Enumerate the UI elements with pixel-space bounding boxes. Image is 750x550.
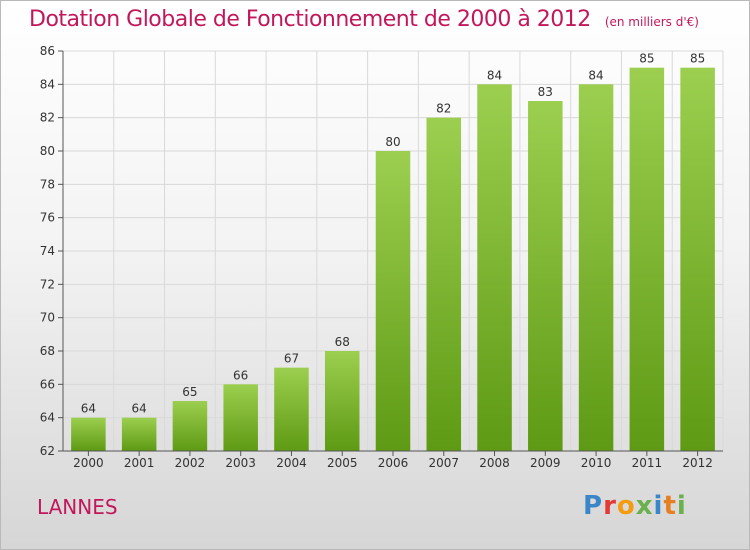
bar-2003 [223,384,258,451]
chart-title: Dotation Globale de Fonctionnement de 20… [29,7,699,32]
data-label-2012: 85 [690,52,705,66]
x-tick-label: 2003 [225,456,256,470]
municipality-name: LANNES [37,495,118,519]
data-label-2007: 82 [436,102,451,116]
logo-letter: t [663,491,677,521]
x-tick-label: 2006 [378,456,409,470]
x-tick-label: 2009 [530,456,561,470]
data-label-2006: 80 [385,135,400,149]
y-tick-label: 78 [40,177,55,191]
x-tick-label: 2004 [276,456,307,470]
data-label-2011: 85 [639,52,654,66]
data-label-2008: 84 [487,68,502,82]
chart-title-text: Dotation Globale de Fonctionnement de 20… [29,7,591,32]
data-label-2004: 67 [284,352,299,366]
bar-2004 [274,367,309,451]
data-label-2003: 66 [233,368,248,382]
x-tick-label: 2005 [327,456,358,470]
logo-letter: i [676,491,687,521]
data-label-2000: 64 [81,402,96,416]
axes: 62 64 66 68 70 72 74 76 78 80 82 84 86 2000 2001 2002 20… [40,44,723,470]
bar-2007 [426,117,462,452]
y-tick-label: 76 [40,211,55,225]
y-tick-label: 70 [40,311,55,325]
data-label-2001: 64 [132,402,147,416]
logo-letter: P [583,491,604,521]
y-tick-label: 80 [40,144,55,158]
logo-letter: x [635,491,654,521]
bar-2000 [71,417,106,451]
bar-2001 [121,417,157,451]
chart-subtitle: (en milliers d'€) [604,15,699,29]
x-tick-label: 2001 [124,456,155,470]
logo-letter: o [616,491,636,521]
y-tick-label: 82 [40,111,55,125]
bar-2010 [578,84,614,451]
bar-2008 [477,84,512,451]
data-label-2009: 83 [538,85,553,99]
y-tick-label: 74 [40,244,55,258]
x-tick-label: 2000 [73,456,104,470]
y-tick-label: 84 [40,77,55,91]
y-tick-label: 68 [40,344,55,358]
logo-letter: r [603,491,617,521]
x-tick-label: 2002 [175,456,206,470]
bars: 64 64 65 66 67 68 80 82 84 83 84 85 85 [71,52,715,452]
x-tick-label: 2008 [479,456,510,470]
bar-2006 [375,151,411,451]
x-tick-label: 2012 [682,456,713,470]
x-tick-label: 2007 [428,456,459,470]
y-tick-label: 72 [40,277,55,291]
x-tick-label: 2011 [632,456,663,470]
data-label-2010: 84 [588,68,603,82]
bar-2009 [528,101,563,451]
proxiti-logo: Proxiti [583,491,687,521]
bar-2012 [680,67,715,452]
y-tick-label: 86 [40,44,55,58]
bar-2005 [324,351,360,451]
data-label-2005: 68 [335,335,350,349]
y-tick-label: 62 [40,444,55,458]
data-label-2002: 65 [182,385,197,399]
y-tick-label: 64 [40,411,55,425]
bar-2011 [629,67,665,452]
logo-letter: i [653,491,664,521]
x-tick-label: 2010 [581,456,612,470]
y-tick-label: 66 [40,377,55,391]
bar-2002 [172,401,208,451]
